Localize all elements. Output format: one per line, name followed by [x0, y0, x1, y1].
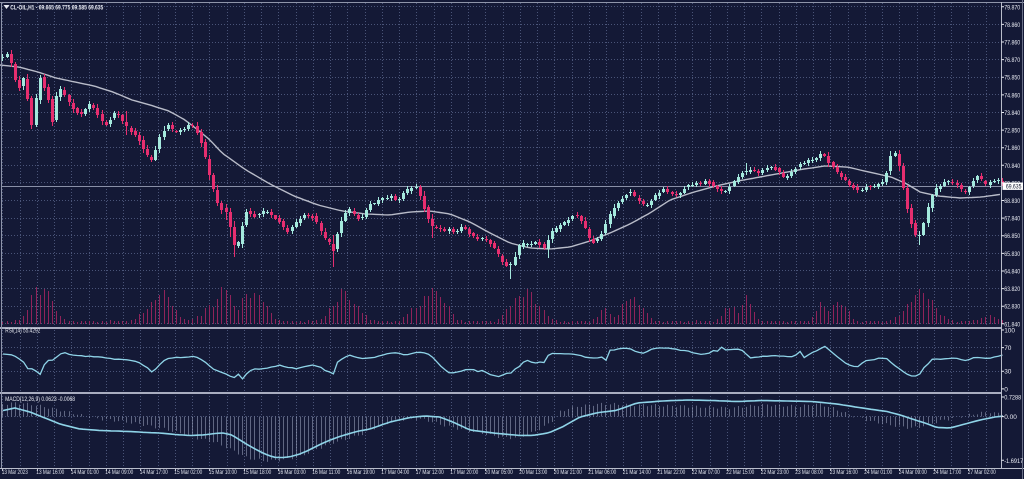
svg-text:77.860: 77.860: [1004, 40, 1020, 47]
svg-text:14 Mar 17:00: 14 Mar 17:00: [140, 469, 168, 476]
svg-text:76.870: 76.870: [1004, 57, 1020, 64]
svg-text:20 Mar 13:00: 20 Mar 13:00: [519, 469, 547, 476]
svg-text:16 Mar 11:00: 16 Mar 11:00: [312, 469, 340, 476]
svg-text:23 Mar 16:00: 23 Mar 16:00: [830, 469, 858, 476]
svg-text:17 Mar 12:00: 17 Mar 12:00: [416, 469, 444, 476]
svg-text:RSI(14) 55.4292: RSI(14) 55.4292: [5, 327, 40, 334]
svg-text:70.840: 70.840: [1004, 163, 1020, 170]
svg-text:14 Mar 09:00: 14 Mar 09:00: [105, 469, 133, 476]
svg-text:24 Mar 17:00: 24 Mar 17:00: [933, 469, 961, 476]
svg-text:74.860: 74.860: [1004, 92, 1020, 99]
svg-text:17 Mar 04:00: 17 Mar 04:00: [381, 469, 409, 476]
svg-text:61.840: 61.840: [1004, 321, 1020, 328]
svg-text:22 Mar 15:00: 22 Mar 15:00: [726, 469, 754, 476]
svg-text:16 Mar 03:00: 16 Mar 03:00: [278, 469, 306, 476]
svg-text:0.7288: 0.7288: [1004, 395, 1021, 402]
svg-text:13 Mar 16:00: 13 Mar 16:00: [36, 469, 64, 476]
svg-text:24 Mar 09:00: 24 Mar 09:00: [899, 469, 927, 476]
svg-text:75.850: 75.850: [1004, 75, 1020, 82]
svg-text:69.635: 69.635: [1006, 184, 1022, 191]
svg-text:78.860: 78.860: [1004, 22, 1020, 29]
svg-text:16 Mar 19:00: 16 Mar 19:00: [347, 469, 375, 476]
svg-text:15 Mar 02:00: 15 Mar 02:00: [174, 469, 202, 476]
svg-text:30: 30: [1004, 369, 1012, 376]
svg-text:70: 70: [1004, 345, 1012, 352]
svg-text:24 Mar 01:00: 24 Mar 01:00: [864, 469, 892, 476]
svg-text:71.860: 71.860: [1004, 145, 1020, 152]
svg-text:27 Mar 02:00: 27 Mar 02:00: [968, 469, 996, 476]
svg-text:67.840: 67.840: [1004, 216, 1020, 223]
svg-text:66.850: 66.850: [1004, 233, 1020, 240]
svg-text:13 Mar 2023: 13 Mar 2023: [2, 469, 28, 476]
svg-text:14 Mar 01:00: 14 Mar 01:00: [71, 469, 99, 476]
svg-text:21 Mar 22:00: 21 Mar 22:00: [657, 469, 685, 476]
svg-text:68.830: 68.830: [1004, 198, 1020, 205]
svg-text:62.830: 62.830: [1004, 304, 1020, 311]
svg-text:0.00: 0.00: [1004, 414, 1017, 421]
svg-text:17 Mar 20:00: 17 Mar 20:00: [450, 469, 478, 476]
svg-text:72.850: 72.850: [1004, 128, 1020, 135]
svg-text:-1.6917: -1.6917: [1004, 458, 1023, 465]
svg-text:21 Mar 14:00: 21 Mar 14:00: [623, 469, 651, 476]
svg-text:22 Mar 23:00: 22 Mar 23:00: [761, 469, 789, 476]
svg-text:23 Mar 08:00: 23 Mar 08:00: [795, 469, 823, 476]
svg-text:100: 100: [1004, 328, 1015, 335]
svg-text:73.840: 73.840: [1004, 110, 1020, 117]
svg-text:65.830: 65.830: [1004, 251, 1020, 258]
svg-text:21 Mar 06:00: 21 Mar 06:00: [588, 469, 616, 476]
svg-text:63.820: 63.820: [1004, 286, 1020, 293]
svg-text:22 Mar 07:00: 22 Mar 07:00: [692, 469, 720, 476]
svg-text:15 Mar 10:00: 15 Mar 10:00: [209, 469, 237, 476]
svg-text:79.870: 79.870: [1004, 4, 1020, 11]
svg-text:0: 0: [1004, 386, 1008, 393]
svg-text:20 Mar 05:00: 20 Mar 05:00: [485, 469, 513, 476]
svg-text:64.840: 64.840: [1004, 268, 1020, 275]
svg-text:15 Mar 18:00: 15 Mar 18:00: [243, 469, 271, 476]
svg-text:MACD(12,26,9) 0.0623 -0.0068: MACD(12,26,9) 0.0623 -0.0068: [5, 396, 75, 403]
svg-text:20 Mar 21:00: 20 Mar 21:00: [554, 469, 582, 476]
svg-text:CL-OIL,H1 - 69.665 69.775 69.5: CL-OIL,H1 - 69.665 69.775 69.585 69.635: [10, 4, 103, 11]
